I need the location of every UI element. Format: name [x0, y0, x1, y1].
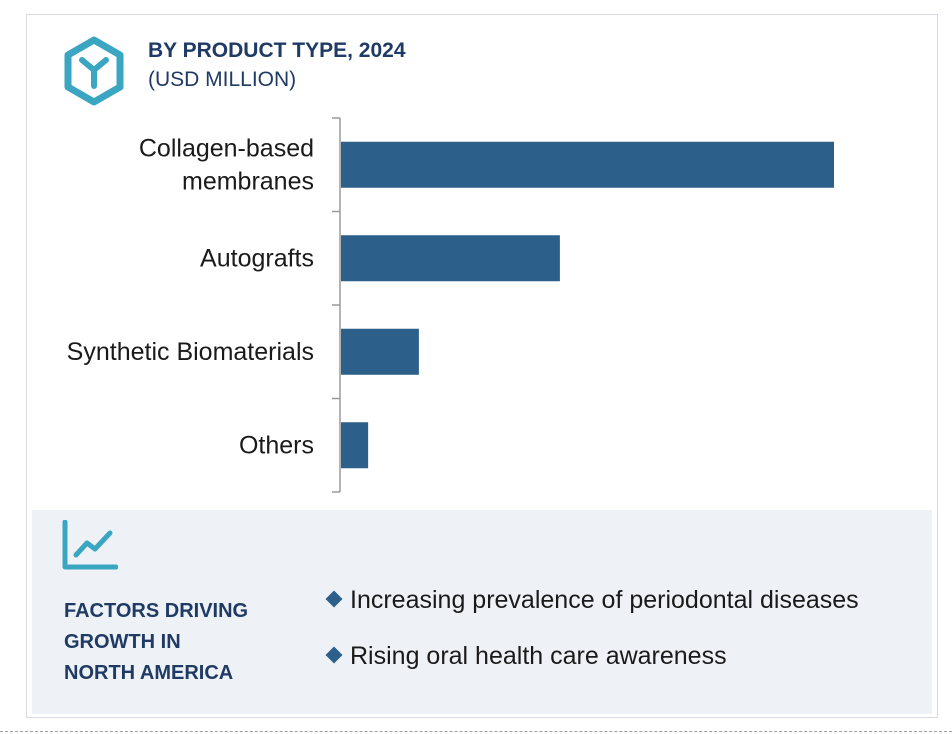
- category-label: Others: [239, 431, 314, 459]
- chart-title: BY PRODUCT TYPE, 2024: [148, 39, 406, 62]
- diamond-bullet-icon: [325, 590, 343, 608]
- bar: [341, 328, 419, 375]
- category-label-line: Collagen-based: [139, 134, 314, 162]
- category-label-line: Autografts: [200, 244, 314, 272]
- category-label-line: Synthetic Biomaterials: [67, 338, 314, 366]
- bottom-divider: [0, 731, 952, 732]
- factor-text: Increasing prevalence of periodontal dis…: [350, 586, 859, 614]
- factors-title-line: GROWTH IN: [64, 631, 181, 653]
- category-label-line: Others: [239, 431, 314, 459]
- factors-title-line: FACTORS DRIVING: [64, 600, 249, 622]
- trend-line-chart-icon: [62, 520, 118, 570]
- bar-chart: Collagen-based membranes Autografts Synthet…: [67, 117, 834, 493]
- category-label-line: membranes: [182, 167, 314, 195]
- bar: [341, 422, 369, 469]
- factor-text: Rising oral health care awareness: [350, 642, 727, 670]
- factors-title: FACTORS DRIVING GROWTH IN NORTH AMERICA: [64, 596, 294, 689]
- category-label: Collagen-based membranes: [139, 134, 314, 195]
- bar: [341, 141, 834, 188]
- category-label: Synthetic Biomaterials: [67, 338, 314, 366]
- hexagon-y-icon: [64, 36, 124, 106]
- chart-subtitle: (USD MILLION): [148, 68, 297, 91]
- factor-item: Increasing prevalence of periodontal dis…: [322, 586, 859, 615]
- bar: [341, 235, 560, 282]
- category-label: Autografts: [200, 244, 314, 272]
- factors-panel: [32, 510, 932, 714]
- factor-item: Rising oral health care awareness: [322, 642, 727, 671]
- diamond-bullet-icon: [325, 646, 343, 664]
- factors-title-line: NORTH AMERICA: [64, 662, 234, 684]
